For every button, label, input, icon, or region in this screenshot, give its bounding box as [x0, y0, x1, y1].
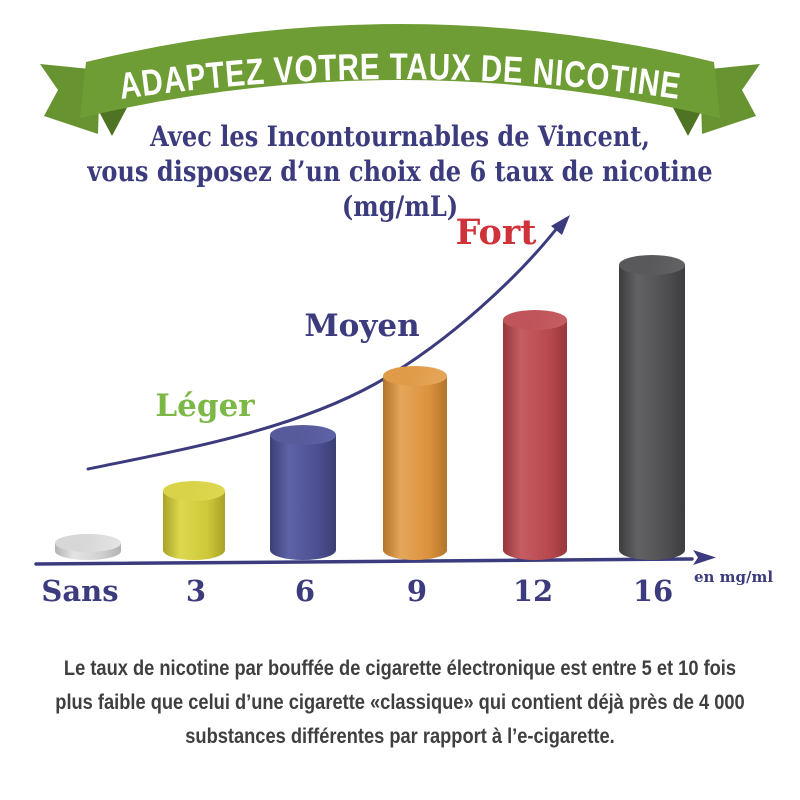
footer-note: Le taux de nicotine par bouffée de cigar… — [52, 652, 748, 754]
cylinder-sans — [55, 534, 121, 560]
axis-tick-label-3: 3 — [185, 574, 207, 608]
footer-line-3: substances différentes par rapport à l’e… — [185, 725, 615, 748]
chart-axes-and-curve — [34, 215, 716, 566]
zone-label-moyen: Moyen — [304, 308, 420, 344]
footer-line-1: Le taux de nicotine par bouffée de cigar… — [63, 657, 737, 680]
growth-curve — [86, 221, 563, 471]
cylinder-top-face — [619, 255, 685, 275]
zone-label-leger: Léger — [155, 388, 255, 424]
ribbon-band — [80, 24, 720, 118]
axis-tick-label-12: 12 — [512, 574, 554, 608]
cylinder-top-face — [55, 534, 121, 552]
cylinder-top-face — [163, 481, 225, 501]
growth-curve-arrowhead-icon — [551, 215, 570, 235]
axis-tick-label-sans: Sans — [41, 574, 119, 608]
title-ribbon-banner: ADAPTEZ VOTRE TAUX DE NICOTINE — [40, 24, 760, 136]
subtitle-line-2: vous disposez d’un choix de 6 taux de ni… — [87, 155, 713, 223]
cylinder-9 — [383, 366, 447, 560]
footer-line-2: plus faible que celui d’une cigarette «c… — [55, 691, 745, 714]
axis-tick-label-9: 9 — [406, 574, 428, 608]
cylinder-6 — [270, 425, 336, 560]
cylinder-layer — [0, 200, 800, 625]
cylinder-top-face — [383, 366, 447, 386]
x-axis-line — [34, 557, 694, 566]
subtitle-line-1: Avec les Incontournables de Vincent, — [150, 120, 650, 153]
axis-unit-label: en mg/ml — [694, 568, 774, 586]
nicotine-level-chart: Léger Moyen Fort Sans 3 6 9 12 16 en mg/ml — [0, 200, 800, 625]
x-axis-arrowhead-icon — [693, 550, 716, 565]
cylinder-16 — [619, 255, 685, 560]
subtitle: Avec les Incontournables de Vincent, vou… — [56, 119, 744, 224]
cylinder-12 — [503, 310, 567, 560]
cylinder-top-face — [270, 425, 336, 445]
axis-tick-layer: Sans 3 6 9 12 16 — [0, 200, 800, 625]
axis-tick-label-6: 6 — [294, 574, 316, 608]
cylinder-top-face — [503, 310, 567, 330]
axis-tick-label-16: 16 — [632, 574, 674, 608]
cylinder-3 — [163, 481, 225, 560]
zone-label-fort: Fort — [455, 212, 537, 253]
